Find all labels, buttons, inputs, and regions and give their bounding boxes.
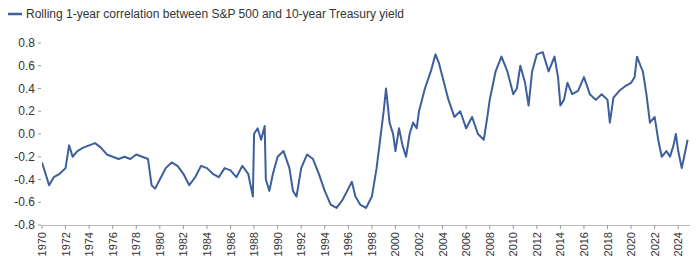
x-tick-label: 1974 xyxy=(83,232,95,256)
y-tick-label: -0.6 xyxy=(14,195,35,209)
x-tick xyxy=(654,225,655,229)
x-tick xyxy=(65,225,66,229)
x-tick-label: 2016 xyxy=(578,232,590,256)
x-tick-label: 1984 xyxy=(201,232,213,256)
x-tick-label: 1994 xyxy=(319,232,331,256)
x-tick-label: 1972 xyxy=(60,232,72,256)
x-tick-label: 1988 xyxy=(248,232,260,256)
x-tick xyxy=(112,225,113,229)
y-tick xyxy=(38,179,41,180)
x-tick xyxy=(89,225,90,229)
x-tick xyxy=(206,225,207,229)
x-tick-label: 2024 xyxy=(672,232,684,256)
x-tick-label: 2014 xyxy=(554,232,566,256)
y-tick xyxy=(38,43,41,44)
x-tick xyxy=(607,225,608,229)
x-tick xyxy=(254,225,255,229)
y-tick-label: 0.4 xyxy=(18,82,35,96)
x-tick xyxy=(324,225,325,229)
x-tick-label: 2002 xyxy=(413,232,425,256)
x-tick-label: 1986 xyxy=(225,232,237,256)
x-tick-label: 2006 xyxy=(460,232,472,256)
x-tick xyxy=(489,225,490,229)
x-tick-label: 1998 xyxy=(366,232,378,256)
y-tick xyxy=(38,88,41,89)
x-tick xyxy=(301,225,302,229)
x-axis xyxy=(42,225,690,226)
x-tick xyxy=(466,225,467,229)
y-tick xyxy=(38,156,41,157)
x-tick xyxy=(230,225,231,229)
x-tick xyxy=(371,225,372,229)
x-tick xyxy=(536,225,537,229)
y-tick xyxy=(38,111,41,112)
y-tick-label: 0.8 xyxy=(18,36,35,50)
plot-area xyxy=(42,52,688,208)
x-tick-label: 2020 xyxy=(625,232,637,256)
x-tick xyxy=(395,225,396,229)
x-tick xyxy=(583,225,584,229)
x-tick xyxy=(442,225,443,229)
x-tick xyxy=(560,225,561,229)
x-tick-label: 2018 xyxy=(602,232,614,256)
x-tick-label: 1978 xyxy=(130,232,142,256)
y-tick xyxy=(38,225,41,226)
chart: -0.8 -0.6 -0.4 -0.2 0.0 0.2 0.4 0.6 0.8 1970 1972 1… xyxy=(0,0,700,272)
y-tick xyxy=(38,202,41,203)
x-tick-label: 1996 xyxy=(342,232,354,256)
y-tick-label: 0.2 xyxy=(18,104,35,118)
x-tick xyxy=(419,225,420,229)
x-tick-label: 2012 xyxy=(531,232,543,256)
y-tick-label: -0.2 xyxy=(14,150,35,164)
x-tick-label: 2004 xyxy=(437,232,449,256)
legend-swatch xyxy=(8,13,22,16)
y-tick-label: 0.6 xyxy=(18,59,35,73)
x-tick xyxy=(513,225,514,229)
x-tick xyxy=(183,225,184,229)
x-tick xyxy=(678,225,679,229)
x-tick-label: 2022 xyxy=(649,232,661,256)
x-tick-label: 1976 xyxy=(107,232,119,256)
x-tick-label: 1982 xyxy=(177,232,189,256)
y-tick-label: -0.8 xyxy=(14,218,35,232)
x-tick-label: 1990 xyxy=(272,232,284,256)
series-line xyxy=(42,52,688,208)
x-tick xyxy=(159,225,160,229)
y-tick xyxy=(38,134,41,135)
y-tick-label: -0.4 xyxy=(14,173,35,187)
x-tick-label: 1980 xyxy=(154,232,166,256)
x-tick-label: 1970 xyxy=(36,232,48,256)
x-tick xyxy=(42,225,43,229)
legend-label: Rolling 1-year correlation between S&P 5… xyxy=(26,7,404,21)
x-tick xyxy=(348,225,349,229)
x-tick-label: 1992 xyxy=(295,232,307,256)
x-tick xyxy=(631,225,632,229)
x-tick xyxy=(136,225,137,229)
x-tick-label: 2000 xyxy=(389,232,401,256)
y-tick-label: 0.0 xyxy=(18,127,35,141)
x-tick xyxy=(277,225,278,229)
x-tick-label: 2010 xyxy=(507,232,519,256)
x-tick-label: 2008 xyxy=(484,232,496,256)
y-tick xyxy=(38,65,41,66)
